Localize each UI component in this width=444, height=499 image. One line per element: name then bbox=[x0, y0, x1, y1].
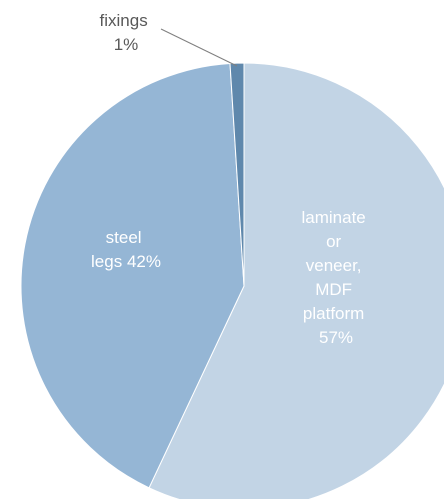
fixings-leader-line bbox=[160, 28, 238, 67]
pie-slice-fixings bbox=[229, 62, 245, 287]
laminate-label-line: laminate bbox=[302, 208, 366, 227]
steel-legs-label: steel legs 42% bbox=[91, 228, 161, 271]
laminate-label-line: platform bbox=[303, 304, 364, 323]
fixings-label-line: 1% bbox=[114, 35, 139, 54]
laminate-label-line: MDF bbox=[315, 280, 352, 299]
fixings-label-line: fixings bbox=[100, 11, 148, 30]
pie-slice-steel-legs bbox=[20, 62, 245, 489]
pie-slices bbox=[20, 62, 444, 499]
laminate-label-line: veneer, bbox=[306, 256, 362, 275]
laminate-label-line: 57% bbox=[319, 328, 353, 347]
pie-slice-laminate-or-veneer-mdf-platform bbox=[148, 62, 444, 499]
fixings-label: fixings 1% bbox=[100, 11, 153, 54]
laminate-label-line: or bbox=[326, 232, 341, 251]
steel-legs-label-line: steel bbox=[106, 228, 142, 247]
laminate-label: laminate or veneer, MDF platform 57% bbox=[302, 208, 371, 347]
steel-legs-label-line: legs 42% bbox=[91, 252, 161, 271]
